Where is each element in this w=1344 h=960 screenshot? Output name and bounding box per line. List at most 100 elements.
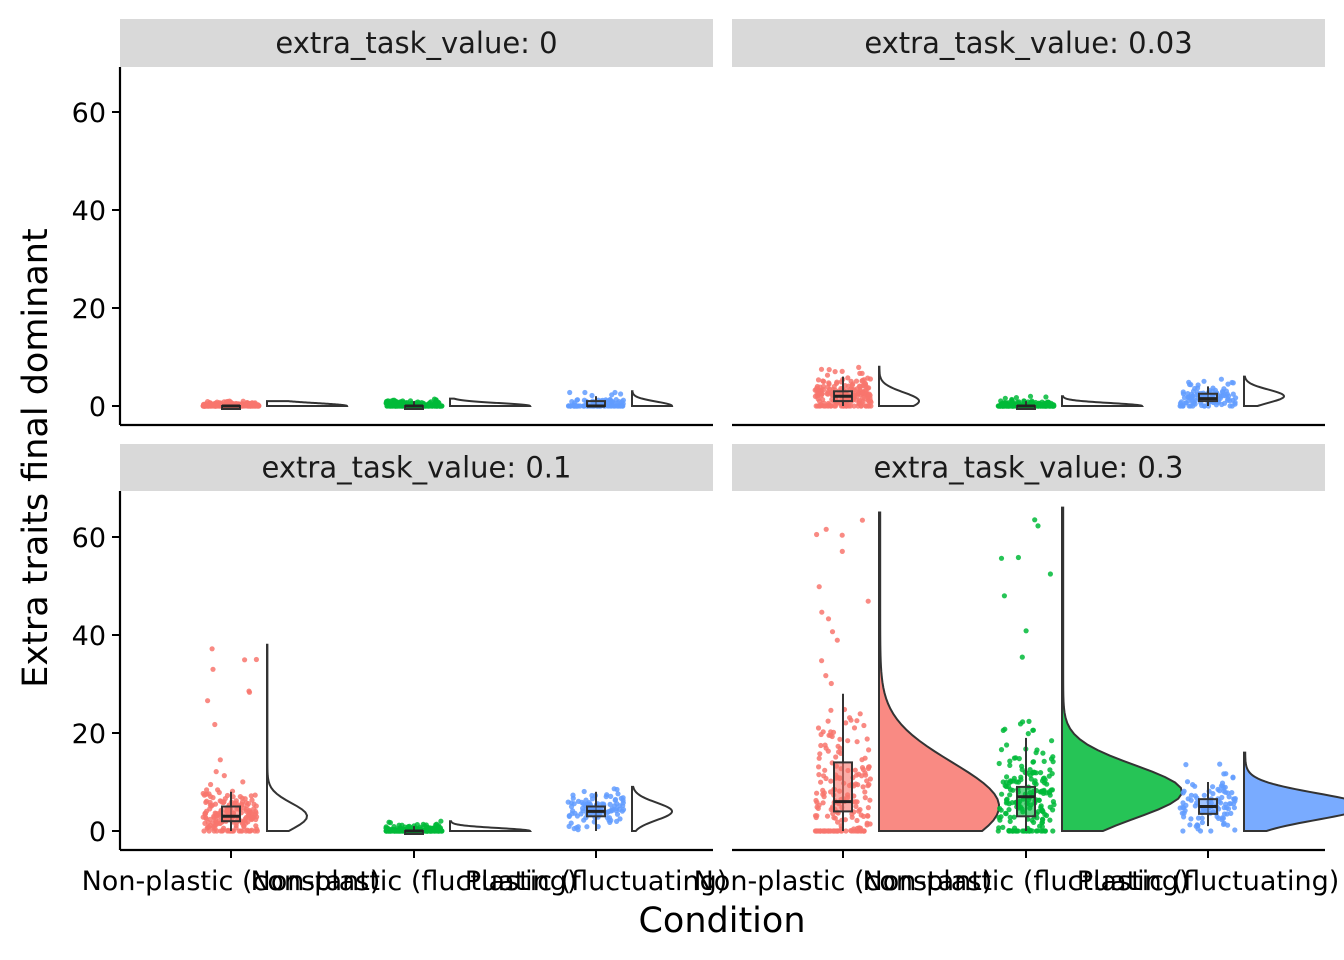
data-point <box>202 820 208 827</box>
data-point <box>858 812 864 818</box>
data-point <box>1193 823 1199 829</box>
data-point <box>828 707 834 713</box>
data-point <box>1007 762 1013 769</box>
data-point <box>249 400 255 406</box>
data-point <box>1181 810 1187 816</box>
data-point <box>236 828 242 834</box>
data-point <box>1012 825 1018 831</box>
data-point <box>823 673 829 679</box>
group-2 <box>565 785 674 833</box>
data-point <box>1000 824 1006 831</box>
data-point <box>581 817 587 823</box>
data-point <box>817 751 823 757</box>
data-point <box>1228 801 1234 807</box>
group-2 <box>565 389 674 409</box>
data-point <box>614 818 620 825</box>
data-point <box>226 398 233 404</box>
x-tick-label: Non-plastic (constant) <box>694 866 993 897</box>
data-point <box>568 804 575 810</box>
data-point <box>575 798 582 805</box>
panel-0: extra_task_value: 0 0 20 40 60 <box>72 19 713 427</box>
data-point <box>820 787 826 794</box>
data-point <box>1188 797 1194 803</box>
data-point <box>1037 823 1043 829</box>
data-point <box>1210 784 1216 790</box>
data-point <box>828 789 834 795</box>
data-point <box>858 403 864 409</box>
data-point <box>853 803 859 810</box>
data-point <box>581 788 587 795</box>
data-point <box>253 803 259 809</box>
data-point <box>864 822 870 828</box>
data-point <box>866 385 872 391</box>
data-point <box>565 799 571 805</box>
group-1 <box>383 818 532 835</box>
data-point <box>1222 789 1229 795</box>
data-point <box>866 764 872 770</box>
data-point <box>828 680 834 687</box>
data-point <box>568 820 574 826</box>
data-point <box>1225 806 1232 812</box>
data-point <box>1032 778 1038 784</box>
data-point <box>818 779 824 785</box>
data-point <box>1232 827 1238 833</box>
data-point <box>853 378 860 384</box>
data-point <box>823 526 829 532</box>
data-point <box>833 754 839 760</box>
data-point <box>243 806 249 813</box>
data-point <box>820 729 826 735</box>
density-cloud <box>449 820 532 832</box>
data-point <box>582 389 588 396</box>
group-2 <box>1177 751 1344 834</box>
data-point <box>1183 400 1189 406</box>
data-point <box>589 796 596 802</box>
density-cloud <box>631 390 674 407</box>
data-point <box>1199 815 1205 821</box>
strip-bg <box>732 19 1325 67</box>
data-point <box>1038 803 1044 809</box>
density-cloud <box>266 643 309 832</box>
data-point <box>569 399 575 405</box>
data-point <box>242 403 248 409</box>
data-point <box>1183 762 1189 768</box>
data-point <box>224 828 231 834</box>
data-point <box>826 367 832 373</box>
data-point <box>1029 817 1035 823</box>
strip-label: extra_task_value: 0.3 <box>874 451 1184 485</box>
data-point <box>830 828 836 834</box>
data-point <box>1047 767 1053 773</box>
data-point <box>1046 773 1052 779</box>
data-point <box>1039 807 1045 813</box>
data-point <box>859 757 865 763</box>
data-point <box>1197 828 1204 834</box>
data-point <box>253 656 259 663</box>
data-point <box>1195 815 1202 821</box>
data-point <box>861 828 867 834</box>
density-cloud <box>631 785 674 832</box>
data-point <box>1190 403 1196 409</box>
density-cloud <box>1243 375 1286 407</box>
data-point <box>1225 381 1231 387</box>
data-point <box>1006 807 1012 813</box>
data-point <box>432 403 438 409</box>
data-point <box>1185 394 1191 400</box>
data-point <box>998 747 1005 753</box>
data-point <box>216 818 222 824</box>
data-point <box>832 815 838 821</box>
data-point <box>848 717 854 723</box>
data-point <box>1040 817 1046 823</box>
data-point <box>1041 775 1047 781</box>
data-point <box>837 745 843 752</box>
data-point <box>1224 391 1230 397</box>
data-point <box>823 775 829 782</box>
data-point <box>816 802 822 808</box>
data-point <box>383 828 389 834</box>
data-point <box>425 403 431 409</box>
data-point <box>1036 797 1042 803</box>
data-point <box>867 776 874 782</box>
data-point <box>252 828 258 834</box>
data-point <box>996 760 1002 767</box>
data-point <box>1186 403 1192 409</box>
data-point <box>1007 814 1013 820</box>
data-point <box>1018 777 1024 783</box>
